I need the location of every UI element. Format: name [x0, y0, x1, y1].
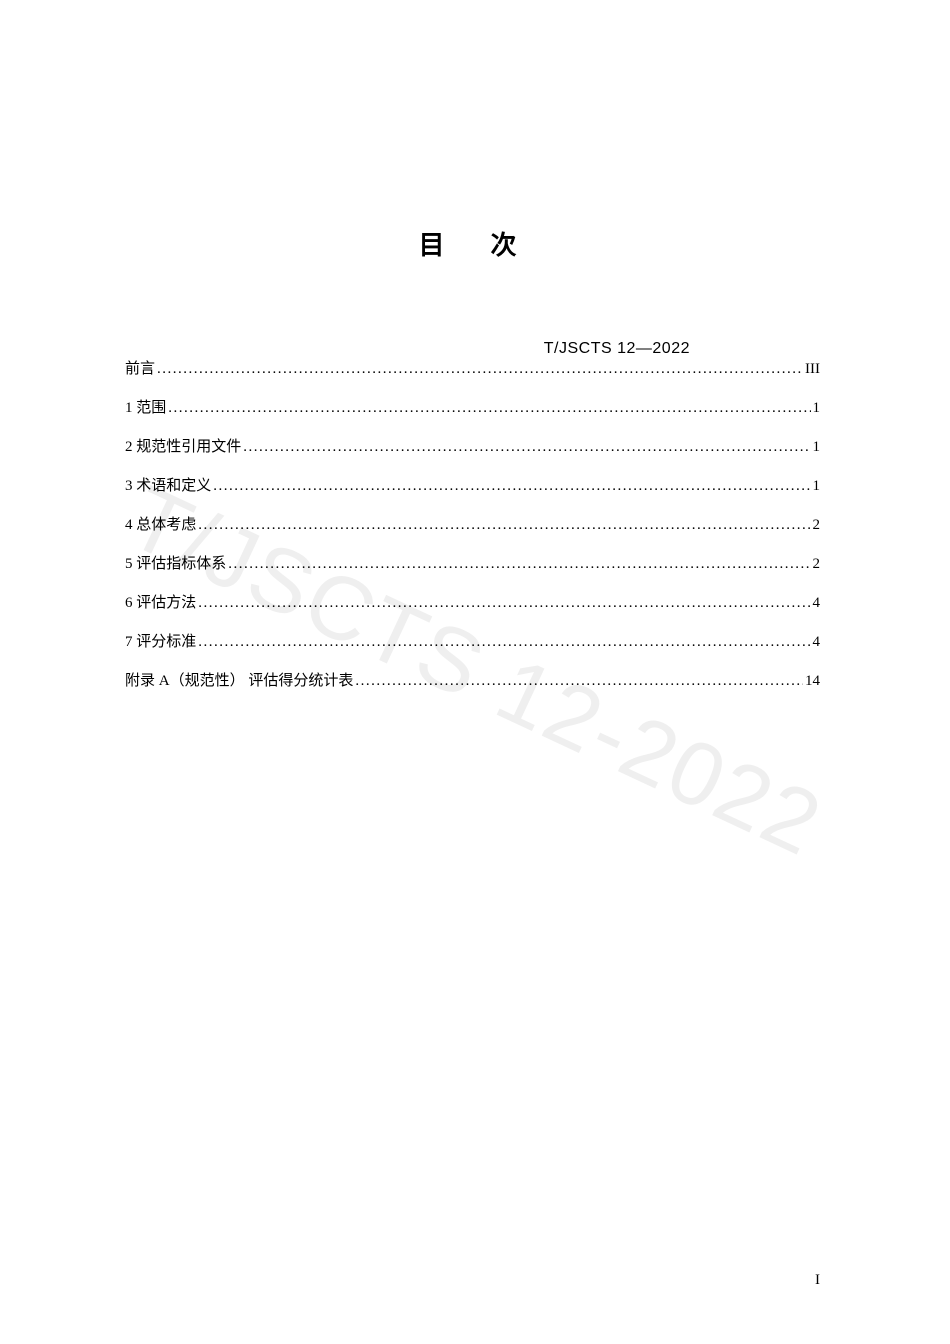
- toc-entry-page: 1: [813, 400, 821, 417]
- toc-leader-dots: ........................................…: [198, 595, 810, 612]
- toc-leader-dots: ........................................…: [168, 400, 810, 417]
- toc-entry: 6 评估方法 .................................…: [125, 591, 820, 612]
- toc-entry-label: 5 评估指标体系: [125, 552, 226, 573]
- toc-entry-label: 前言: [125, 357, 155, 378]
- toc-entry-page: 2: [813, 517, 821, 534]
- toc-entry-label: 4 总体考虑: [125, 513, 196, 534]
- toc-entry-label: 7 评分标准: [125, 630, 196, 651]
- document-code: T/JSCTS 12—2022: [544, 340, 690, 358]
- table-of-contents: 前言 .....................................…: [125, 357, 820, 690]
- toc-entry-label: 1 范围: [125, 396, 166, 417]
- toc-entry: 前言 .....................................…: [125, 357, 820, 378]
- toc-leader-dots: ........................................…: [243, 439, 810, 456]
- toc-leader-dots: ........................................…: [198, 634, 810, 651]
- toc-entry-label: 6 评估方法: [125, 591, 196, 612]
- toc-entry-page: 14: [805, 673, 820, 690]
- toc-leader-dots: ........................................…: [198, 517, 810, 534]
- toc-entry: 3 术语和定义 ................................…: [125, 474, 820, 495]
- page-number: I: [815, 1272, 820, 1289]
- toc-entry-page: 4: [813, 595, 821, 612]
- document-page: T/JSCTS 12-2022 T/JSCTS 12—2022 目 次 前言 .…: [0, 0, 950, 1344]
- toc-entry-label: 附录 A（规范性） 评估得分统计表: [125, 669, 353, 690]
- toc-leader-dots: ........................................…: [355, 673, 803, 690]
- toc-entry: 4 总体考虑 .................................…: [125, 513, 820, 534]
- toc-title: 目 次: [125, 225, 820, 262]
- toc-entry: 1 范围 ...................................…: [125, 396, 820, 417]
- toc-entry-page: 1: [813, 439, 821, 456]
- toc-leader-dots: ........................................…: [213, 478, 810, 495]
- content-layer: T/JSCTS 12—2022 目 次 前言 .................…: [125, 225, 820, 690]
- toc-entry-page: 2: [813, 556, 821, 573]
- toc-entry-page: 1: [813, 478, 821, 495]
- toc-entry-page: III: [805, 361, 820, 378]
- toc-entry: 附录 A（规范性） 评估得分统计表 ......................…: [125, 669, 820, 690]
- toc-entry-label: 3 术语和定义: [125, 474, 211, 495]
- toc-entry-label: 2 规范性引用文件: [125, 435, 241, 456]
- toc-leader-dots: ........................................…: [228, 556, 810, 573]
- toc-entry: 5 评估指标体系 ...............................…: [125, 552, 820, 573]
- toc-entry-page: 4: [813, 634, 821, 651]
- toc-entry: 2 规范性引用文件 ..............................…: [125, 435, 820, 456]
- toc-entry: 7 评分标准 .................................…: [125, 630, 820, 651]
- toc-leader-dots: ........................................…: [157, 361, 803, 378]
